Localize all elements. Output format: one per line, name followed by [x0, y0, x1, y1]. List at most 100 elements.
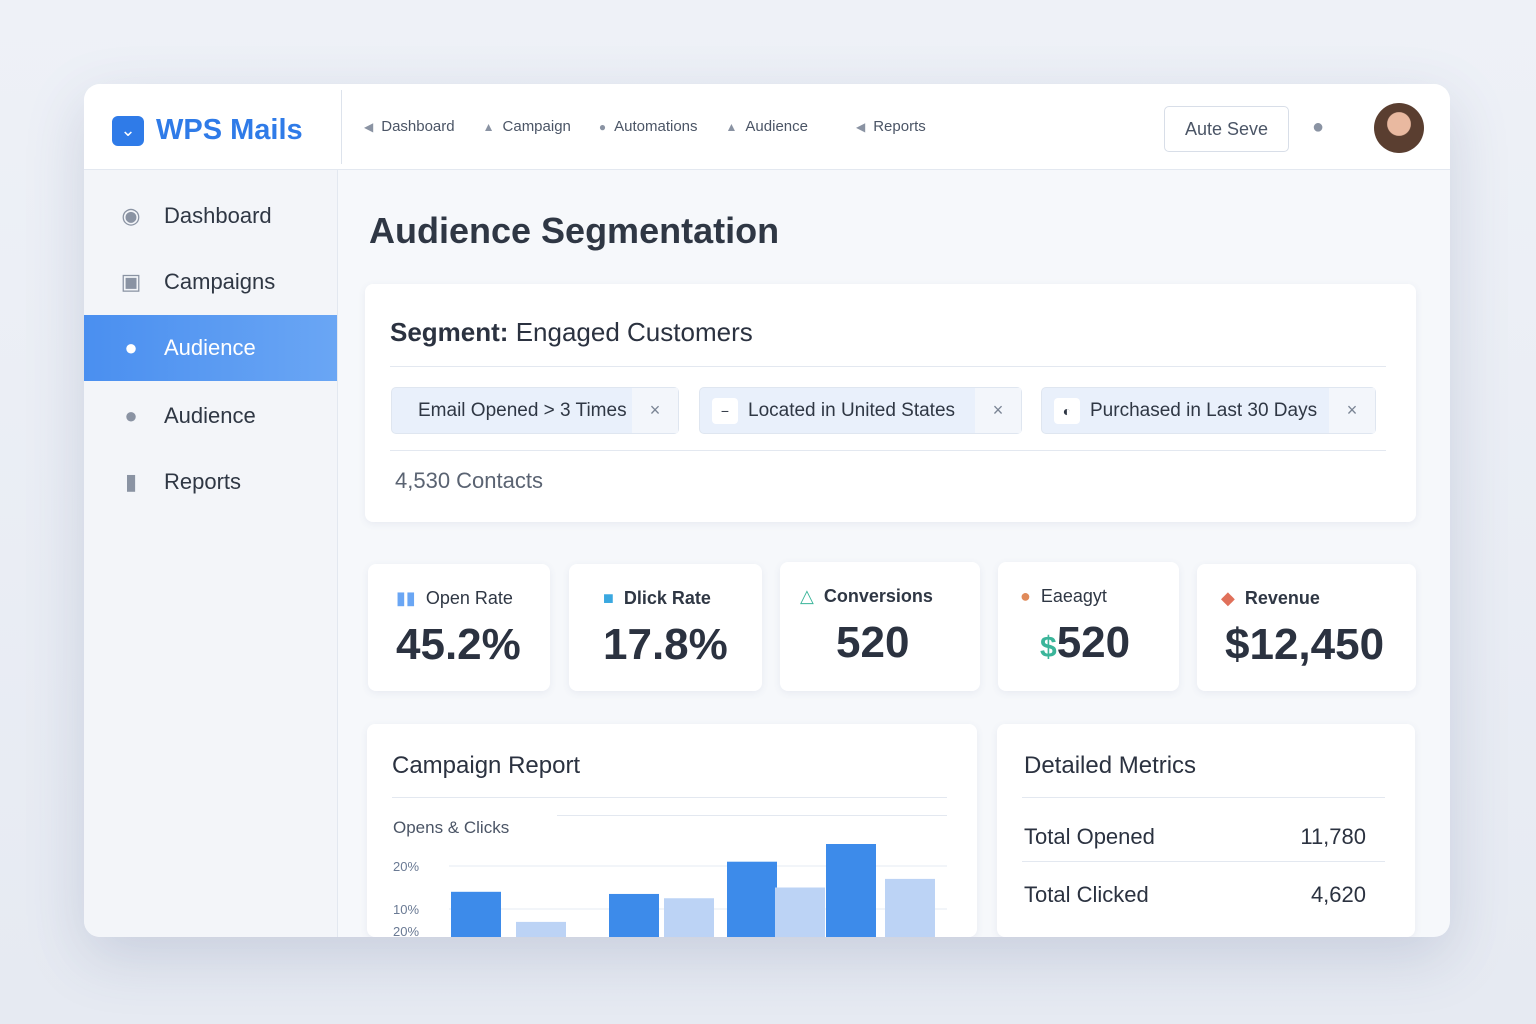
- currency-prefix: $: [1040, 631, 1057, 664]
- tag-icon: ◆: [1221, 588, 1235, 608]
- topnav-dashboard[interactable]: ◀ Dashboard: [364, 118, 455, 135]
- kpi-label: Open Rate: [425, 588, 513, 608]
- metric-value: 11,780: [1300, 824, 1366, 849]
- filter-label: Located in United States: [748, 399, 956, 421]
- bar: [826, 844, 876, 937]
- metric-value: 4,620: [1310, 882, 1366, 907]
- report-title: Campaign Report: [392, 752, 581, 779]
- bar: [775, 887, 825, 937]
- label: Dashboard: [381, 118, 455, 135]
- filter-chip[interactable]: ◐ Purchased in Last 30 Days ×: [1041, 387, 1376, 434]
- divider: [390, 366, 1386, 367]
- label: Audience: [164, 335, 256, 360]
- label: Reports: [873, 118, 926, 135]
- topnav-campaign[interactable]: ▲ Campaign: [483, 118, 571, 135]
- segment-title: Segment: Engaged Customers: [390, 317, 753, 348]
- sidebar-item-reports[interactable]: ▮ Reports: [84, 449, 337, 515]
- leaf-icon: ●: [1020, 586, 1031, 606]
- contacts-count: 4,530 Contacts: [395, 468, 543, 493]
- kpi-click-rate: ■ Dlick Rate 17.8%: [569, 564, 762, 691]
- triangle-icon: △: [800, 586, 814, 606]
- kpi-label: Dlick Rate: [623, 588, 711, 608]
- filter-label: Email Opened > 3 Times: [418, 399, 627, 421]
- kpi-engagement: ● Eaeagyt $520: [998, 562, 1179, 691]
- top-bar: ⌄ WPS Mails ◀ Dashboard ▲ Campaign ● Automa…: [84, 84, 1450, 170]
- campaign-report-card: Campaign Report Opens & Clicks 20% 10% 20%: [367, 724, 977, 937]
- close-icon[interactable]: ×: [975, 388, 1021, 433]
- app-name: WPS Mails: [156, 114, 303, 146]
- image-icon: ▣: [120, 269, 142, 294]
- kpi-value: 17.8%: [603, 620, 728, 669]
- minus-icon: −: [712, 397, 738, 424]
- bar-chart-icon: ▮: [124, 469, 138, 494]
- kpi-label: Conversions: [823, 586, 933, 606]
- logo[interactable]: ⌄ WPS Mails: [112, 114, 303, 147]
- label: Campaigns: [164, 269, 276, 294]
- metric-label: Total Opened: [1024, 824, 1155, 849]
- envelope-chevron-icon: ⌄: [112, 115, 144, 146]
- chart-subtitle: Opens & Clicks: [393, 818, 510, 837]
- app-window: ⌄ WPS Mails ◀ Dashboard ▲ Campaign ● Automa…: [84, 84, 1450, 937]
- metric-label: Total Clicked: [1024, 882, 1149, 907]
- bar: [516, 921, 566, 937]
- y-tick-label: 20%: [393, 924, 419, 937]
- metric-row: Total Clicked 4,620: [1024, 882, 1384, 908]
- folder-icon: ■: [603, 588, 614, 608]
- divider: [557, 815, 947, 816]
- label: Reports: [164, 469, 242, 494]
- megaphone-icon: ◀: [855, 120, 866, 134]
- filter-chip[interactable]: − Located in United States ×: [699, 387, 1022, 434]
- bar: [664, 898, 714, 937]
- autosave-button[interactable]: Aute Seve: [1164, 106, 1289, 152]
- bar: [885, 878, 935, 937]
- kpi-value: 45.2%: [396, 620, 521, 669]
- metric-row: Total Opened 11,780: [1024, 824, 1384, 850]
- opens-clicks-chart: 20% 10% 20%: [393, 844, 947, 937]
- top-nav: ◀ Dashboard ▲ Campaign ● Automations ▲ Audie…: [364, 118, 926, 135]
- bar: [451, 891, 501, 937]
- label: Campaign: [502, 118, 571, 135]
- detailed-metrics-card: Detailed Metrics Total Opened 11,780 Tota…: [997, 724, 1415, 937]
- triangle-icon: ▲: [482, 120, 495, 134]
- dot-icon: ●: [598, 120, 607, 134]
- kpi-revenue: ◆ Revenue $12,450: [1197, 564, 1416, 691]
- label: Automations: [614, 118, 698, 135]
- topnav-automations[interactable]: ● Automations: [599, 118, 698, 135]
- divider: [1022, 861, 1385, 862]
- kpi-label: Revenue: [1244, 588, 1320, 608]
- divider: [1022, 797, 1385, 798]
- user-icon: ●: [124, 335, 138, 360]
- kpi-open-rate: ▮▮ Open Rate 45.2%: [368, 564, 550, 691]
- metrics-title: Detailed Metrics: [1024, 752, 1197, 779]
- kpi-label: Eaeagyt: [1040, 586, 1107, 606]
- sidebar-item-audience-2[interactable]: ● Audience: [84, 383, 337, 449]
- avatar[interactable]: [1374, 103, 1424, 153]
- kpi-value: 520: [1056, 618, 1131, 667]
- close-icon[interactable]: ×: [632, 388, 678, 433]
- divider: [390, 450, 1386, 451]
- page-title: Audience Segmentation: [369, 210, 780, 251]
- sidebar-item-audience[interactable]: ● Audience: [84, 315, 337, 381]
- kpi-value: 520: [836, 618, 910, 667]
- sidebar-item-campaigns[interactable]: ▣ Campaigns: [84, 249, 337, 315]
- divider: [392, 797, 947, 798]
- close-icon[interactable]: ×: [1329, 388, 1375, 433]
- topnav-reports[interactable]: ◀ Reports: [856, 118, 926, 135]
- topnav-audience[interactable]: ▲ Audience: [726, 118, 808, 135]
- label: Dashboard: [164, 203, 272, 228]
- segment-card: Segment: Engaged Customers Email Opened …: [365, 284, 1416, 522]
- bar: [609, 893, 659, 937]
- bar: [727, 861, 777, 937]
- segment-name: Engaged Customers: [515, 317, 753, 347]
- sidebar-item-dashboard[interactable]: ◉ Dashboard: [84, 183, 337, 249]
- kpi-conversions: △ Conversions 520: [780, 562, 980, 691]
- clock-icon: ◉: [121, 203, 141, 228]
- y-tick-label: 20%: [393, 859, 419, 874]
- divider: [341, 90, 342, 164]
- sidebar: ◉ Dashboard ▣ Campaigns ● Audience ● Audienc…: [84, 170, 338, 937]
- notification-bell-icon[interactable]: ●: [1312, 116, 1325, 138]
- label: Audience: [164, 403, 256, 428]
- kpi-value: $12,450: [1225, 620, 1385, 669]
- location-icon: ◐: [1054, 397, 1080, 424]
- filter-chip[interactable]: Email Opened > 3 Times ×: [391, 387, 679, 434]
